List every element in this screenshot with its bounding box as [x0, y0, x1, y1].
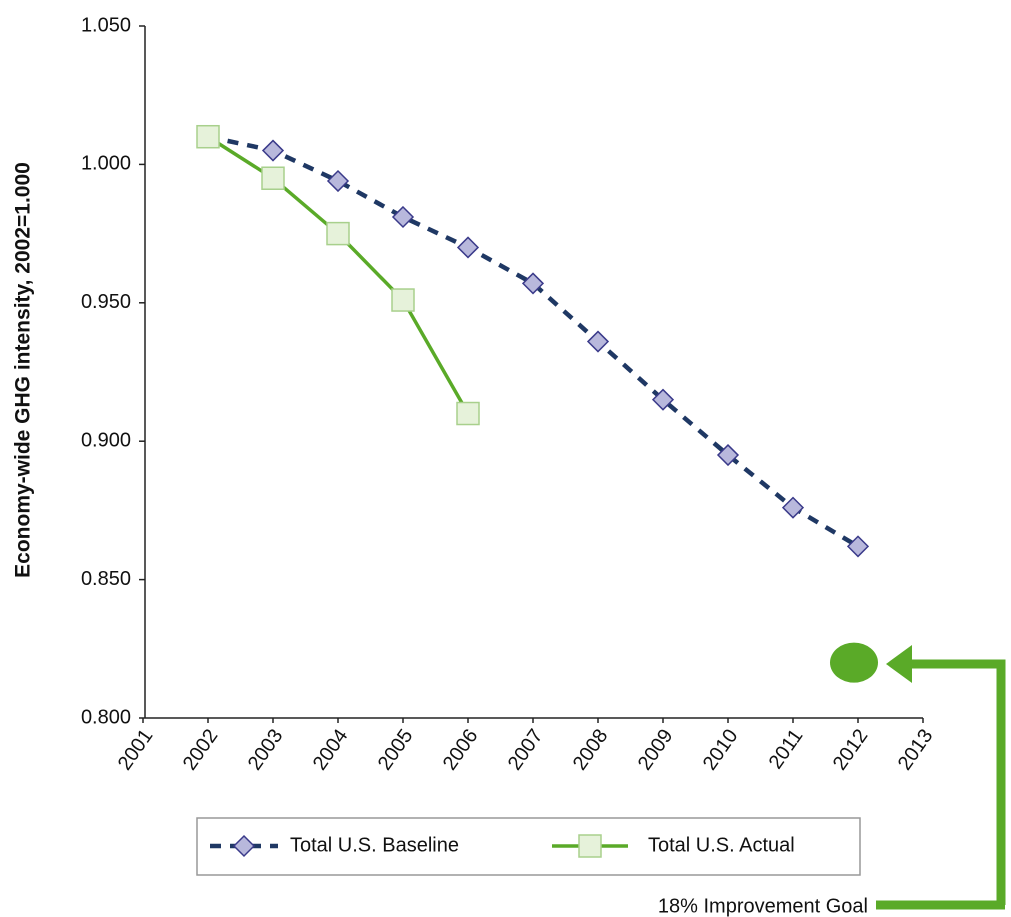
square-marker [456, 401, 480, 426]
y-axis-label: Economy-wide GHG intensity, 2002=1.000 [12, 162, 35, 578]
goal-label: 18% Improvement Goal [658, 895, 868, 917]
square-marker [196, 124, 220, 149]
goal-arrowhead [886, 645, 912, 683]
x-tick-label: 2005 [374, 725, 418, 774]
legend-swatch-marker [232, 834, 256, 858]
x-tick-label: 2001 [114, 725, 158, 774]
y-tick-label: 0.800 [81, 706, 131, 728]
x-tick-label: 2012 [829, 725, 873, 774]
x-tick-label: 2010 [699, 725, 743, 774]
y-tick-label: 1.000 [81, 153, 131, 175]
legend-box [196, 817, 861, 876]
y-tick-label: 1.050 [81, 14, 131, 36]
diamond-marker [586, 330, 610, 353]
x-tick-label: 2011 [765, 725, 808, 773]
x-tick-label: 2007 [504, 725, 548, 774]
x-tick-label: 2004 [309, 725, 353, 774]
diamond-marker [781, 496, 805, 519]
x-tick-label: 2008 [569, 725, 613, 774]
y-tick-label: 0.850 [81, 568, 131, 590]
goal-arrow [910, 659, 1006, 905]
x-tick-label: 2013 [894, 725, 938, 774]
goal-marker [830, 642, 878, 683]
diamond-marker [456, 236, 480, 259]
square-marker [261, 166, 285, 190]
diamond-marker [326, 169, 350, 193]
diamond-marker [521, 272, 545, 295]
x-tick-label: 2003 [244, 725, 288, 774]
x-tick-label: 2009 [634, 725, 678, 774]
legend-label: Total U.S. Baseline [290, 834, 459, 856]
legend-swatch-marker [578, 834, 602, 858]
diamond-marker [261, 139, 285, 162]
diamond-marker [846, 535, 870, 558]
square-marker [391, 288, 415, 312]
diamond-marker [651, 388, 675, 411]
series-line [207, 134, 860, 549]
x-tick-label: 2002 [179, 725, 223, 774]
diamond-marker [391, 205, 415, 229]
square-marker [326, 221, 350, 246]
y-tick-label: 0.950 [81, 291, 131, 313]
y-tick-label: 0.900 [81, 429, 131, 451]
x-tick-label: 2006 [439, 725, 483, 774]
legend-label: Total U.S. Actual [648, 834, 795, 856]
diamond-marker [716, 443, 740, 467]
